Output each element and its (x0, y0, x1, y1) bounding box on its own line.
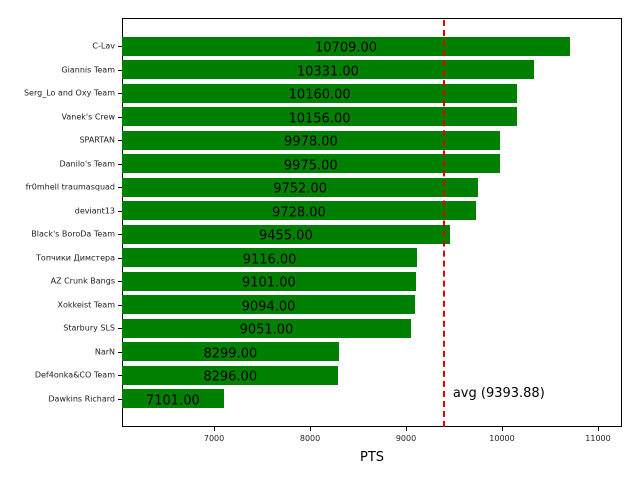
bar (122, 342, 339, 362)
y-tick-label: SPARTAN (79, 135, 115, 145)
bar-value-label: 7101.00 (145, 393, 200, 409)
x-tick (214, 427, 216, 431)
bar (122, 83, 518, 103)
y-tick (118, 93, 122, 95)
x-tick (502, 427, 503, 431)
y-tick-label: Danilo's Team (59, 159, 115, 169)
bar (122, 107, 517, 127)
y-tick (118, 257, 122, 259)
bar-value-label: 8296.00 (203, 369, 258, 385)
bar-value-label: 9051.00 (239, 322, 294, 338)
average-reference-line (442, 20, 445, 427)
x-tick-label: 8000 (299, 434, 321, 443)
y-tick (118, 351, 122, 353)
bar-value-label: 8299.00 (203, 346, 258, 362)
bar (122, 271, 416, 291)
bar-value-label: 9094.00 (241, 299, 296, 315)
y-tick (118, 163, 122, 165)
bar (122, 318, 411, 338)
y-tick (118, 328, 122, 330)
y-tick-label: Dawkins Richard (48, 394, 115, 404)
y-tick-label: deviant13 (74, 206, 115, 216)
y-tick (118, 46, 122, 47)
bar-value-label: 9975.00 (283, 158, 338, 174)
y-tick-label: Starbury SLS (63, 323, 115, 333)
y-tick-label: Giannis Team (61, 65, 115, 75)
y-tick (118, 375, 122, 377)
y-tick (118, 281, 122, 283)
average-label: avg (9393.88) (452, 386, 545, 401)
y-tick-label: Black's BoroDa Team (31, 229, 115, 239)
bar-value-label: 10331.00 (296, 64, 359, 80)
x-tick-label: 10000 (489, 434, 515, 443)
y-tick-label: Топчики Димстера (36, 253, 115, 263)
y-tick (118, 398, 122, 400)
y-tick (118, 187, 122, 189)
bar-value-label: 9101.00 (241, 275, 296, 291)
y-tick-label: Def4onka&CO Team (34, 370, 115, 380)
y-tick-label: fr0mhell traumasquad (25, 182, 115, 192)
x-tick-label: 9000 (395, 434, 417, 443)
bar (122, 365, 339, 385)
y-tick (118, 304, 122, 306)
x-tick (406, 427, 408, 431)
bar-value-label: 9752.00 (273, 181, 327, 197)
bar (122, 130, 500, 150)
x-axis-label: PTS (359, 450, 385, 465)
bar (122, 201, 476, 221)
y-tick-label: Serg_Lo and Oxy Team (23, 88, 115, 98)
bar (122, 177, 479, 197)
bar (122, 389, 224, 409)
y-tick-label: C-Lav (92, 41, 115, 51)
bar (122, 295, 416, 315)
bar-value-label: 9728.00 (272, 205, 326, 221)
y-tick (118, 140, 122, 142)
bar-value-label: 10160.00 (288, 87, 351, 103)
y-tick-label: Vanek's Crew (61, 112, 115, 122)
y-tick (118, 69, 122, 71)
bar-value-label: 9978.00 (284, 134, 338, 150)
bar (122, 248, 418, 268)
bar-value-label: 10156.00 (288, 111, 351, 127)
bar (122, 60, 534, 80)
bar-value-label: 9116.00 (242, 252, 297, 268)
bar-value-label: 9455.00 (258, 228, 313, 244)
x-tick (310, 427, 312, 431)
y-tick (118, 234, 122, 236)
y-tick (118, 210, 122, 212)
plot-area (122, 18, 622, 427)
x-tick-label: 7000 (203, 434, 225, 443)
bar (122, 36, 571, 56)
bar (122, 154, 500, 174)
y-tick-label: NarN (94, 347, 115, 357)
x-tick-label: 11000 (585, 434, 611, 443)
bar-value-label: 10709.00 (315, 40, 378, 56)
y-tick-label: Xokkeist Team (57, 300, 116, 310)
y-tick (118, 116, 122, 118)
x-tick (598, 427, 599, 431)
y-tick-label: AZ Crunk Bangs (50, 276, 115, 286)
bar (122, 224, 450, 244)
